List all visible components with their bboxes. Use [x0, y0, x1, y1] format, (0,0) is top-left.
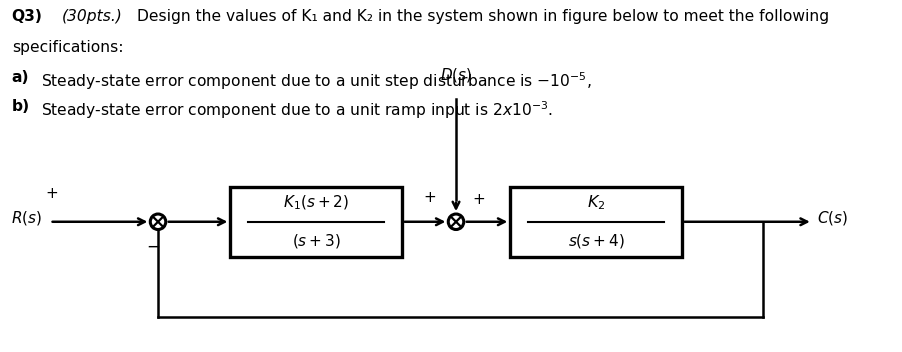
Text: +: +: [45, 186, 58, 201]
Text: $R(s)$: $R(s)$: [11, 209, 41, 227]
Text: $K_2$: $K_2$: [586, 193, 604, 212]
Text: +: +: [423, 190, 436, 205]
Text: Design the values of K₁ and K₂ in the system shown in figure below to meet the f: Design the values of K₁ and K₂ in the sy…: [137, 9, 828, 24]
Text: $K_1(s+2)$: $K_1(s+2)$: [282, 193, 349, 212]
Text: −: −: [146, 238, 161, 256]
Text: Q3): Q3): [12, 9, 42, 24]
Text: +: +: [473, 193, 485, 207]
Text: b): b): [12, 99, 30, 114]
Text: $C(s)$: $C(s)$: [816, 209, 847, 227]
Text: a): a): [12, 70, 30, 86]
Text: (30pts.): (30pts.): [61, 9, 122, 24]
Text: $s(s+4)$: $s(s+4)$: [567, 232, 623, 250]
Text: specifications:: specifications:: [12, 40, 123, 56]
Text: Steady-state error component due to a unit step disturbance is $-10^{-5}$,: Steady-state error component due to a un…: [41, 70, 591, 92]
Text: $(s+3)$: $(s+3)$: [291, 232, 340, 250]
Text: $D(s)$: $D(s)$: [439, 67, 472, 84]
Text: Steady-state error component due to a unit ramp input is $2x10^{-3}$.: Steady-state error component due to a un…: [41, 99, 552, 121]
Bar: [510, 187, 681, 257]
Bar: [230, 187, 401, 257]
